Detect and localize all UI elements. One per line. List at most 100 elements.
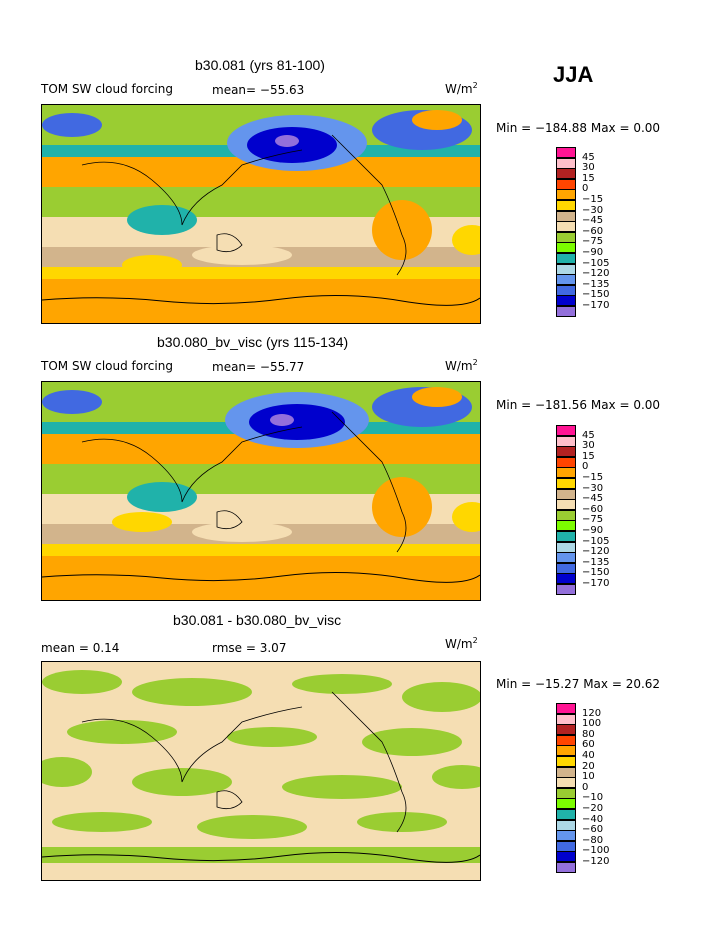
colorbar-swatch [556,713,576,725]
colorbar-tick-label: −135 [582,556,610,568]
colorbar-tick-label: 30 [582,162,595,174]
colorbar-swatch [556,531,576,543]
panel1-mean-label: mean= −55.63 [212,83,305,97]
colorbar-tick-label: −30 [582,482,604,494]
panel2-variable-label: TOM SW cloud forcing [41,359,173,373]
colorbar-swatch [556,703,576,715]
colorbar-swatch [556,306,576,318]
panel3-map-svg [42,662,480,880]
colorbar-swatch [556,168,576,180]
colorbar-tick-label: −45 [582,493,604,505]
colorbar-tick-label: −150 [582,289,610,301]
colorbar-tick-label: −105 [582,535,610,547]
colorbar-swatch [556,446,576,458]
colorbar-tick-label: −30 [582,204,604,216]
panel2-units: W/m2 [445,358,478,373]
panel3-colorbar: 120 100 80 60 40 20 10 0 −10 −20 −40 −60 −80 −100 −120 [556,703,636,875]
colorbar-swatch [556,231,576,243]
colorbar-swatch [556,520,576,532]
colorbar-swatch [556,734,576,746]
colorbar-swatch [556,284,576,296]
colorbar-swatch [556,467,576,479]
panel2-map [41,381,481,601]
panel1-variable-label: TOM SW cloud forcing [41,82,173,96]
colorbar-tick-label: 30 [582,440,595,452]
colorbar-swatch [556,200,576,212]
panel2-colorbar: 45 30 15 0 −15 −30 −45 −60 −75 −90 −105 −120 −135 −15… [556,425,636,597]
panel1-map [41,104,481,324]
colorbar-swatch [556,552,576,564]
colorbar-swatch [556,573,576,585]
colorbar-swatch [556,766,576,778]
colorbar-tick-label: 45 [582,429,595,441]
colorbar-tick-label: −10 [582,792,604,804]
colorbar-tick-label: −120 [582,268,610,280]
colorbar-tick-label: −60 [582,824,604,836]
colorbar-tick-label: 15 [582,450,595,462]
colorbar-tick-label: 45 [582,151,595,163]
panel3-title: b30.081 - b30.080_bv_visc [173,612,342,628]
colorbar-swatch [556,541,576,553]
colorbar-tick-label: 20 [582,760,595,772]
colorbar-swatch [556,777,576,789]
colorbar-tick-label: −60 [582,503,604,515]
colorbar-swatch [556,263,576,275]
colorbar-tick-label: 40 [582,750,595,761]
panel3-units: W/m2 [445,636,478,651]
panel3-rmse-label: rmse = 3.07 [212,641,287,655]
colorbar-swatch [556,724,576,736]
colorbar-swatch [556,756,576,768]
colorbar-tick-label: 0 [582,183,589,195]
colorbar-tick-label: −120 [582,856,610,867]
colorbar-swatch [556,242,576,254]
colorbar-swatch [556,178,576,190]
colorbar-swatch [556,295,576,307]
panel3-minmax: Min = −15.27 Max = 20.62 [496,677,661,691]
colorbar-tick-label: −75 [582,236,604,248]
colorbar-swatch [556,809,576,821]
colorbar-swatch [556,745,576,757]
colorbar-tick-label: −15 [582,194,604,205]
season-label: JJA [553,62,594,87]
colorbar-swatch [556,478,576,490]
colorbar-swatch [556,456,576,468]
colorbar-swatch [556,862,576,874]
colorbar-tick-label: 10 [582,771,595,783]
colorbar-tick-label: 60 [582,739,595,751]
colorbar-tick-label: −90 [582,247,604,258]
colorbar-tick-label: 120 [582,707,602,719]
colorbar-swatch [556,830,576,842]
panel2-map-svg [42,382,480,600]
colorbar-swatch [556,787,576,799]
colorbar-tick-label: −45 [582,215,604,227]
colorbar-swatch [556,798,576,810]
colorbar-tick-label: −60 [582,225,604,237]
colorbar-tick-label: −20 [582,803,604,814]
panel2-title: b30.080_bv_visc (yrs 115-134) [157,334,349,350]
colorbar-swatch [556,221,576,233]
colorbar-swatch [556,210,576,222]
panel1-title: b30.081 (yrs 81-100) [195,57,325,73]
panel1-map-svg [42,105,480,323]
colorbar-tick-label: −120 [582,546,610,558]
colorbar-tick-label: 0 [582,781,589,793]
colorbar-tick-label: −40 [582,813,604,825]
colorbar-swatch [556,425,576,437]
colorbar-tick-label: −80 [582,834,604,846]
panel1-units: W/m2 [445,81,478,96]
colorbar-tick-label: 0 [582,461,589,473]
colorbar-swatch [556,584,576,596]
panel2-mean-label: mean= −55.77 [212,360,305,374]
colorbar-swatch [556,509,576,521]
colorbar-tick-label: −105 [582,257,610,269]
panel2-minmax: Min = −181.56 Max = 0.00 [496,398,661,412]
panel1-minmax: Min = −184.88 Max = 0.00 [496,121,661,135]
colorbar-swatch [556,189,576,201]
colorbar-swatch [556,851,576,863]
colorbar-tick-label: −90 [582,525,604,536]
colorbar-tick-label: 80 [582,728,595,740]
colorbar-swatch [556,157,576,169]
panel1-colorbar: 45 30 15 0 −15 −30 −45 −60 −75 −90 −105 −120 −135 −15… [556,147,636,319]
colorbar-tick-label: −170 [582,300,610,311]
colorbar-swatch [556,840,576,852]
